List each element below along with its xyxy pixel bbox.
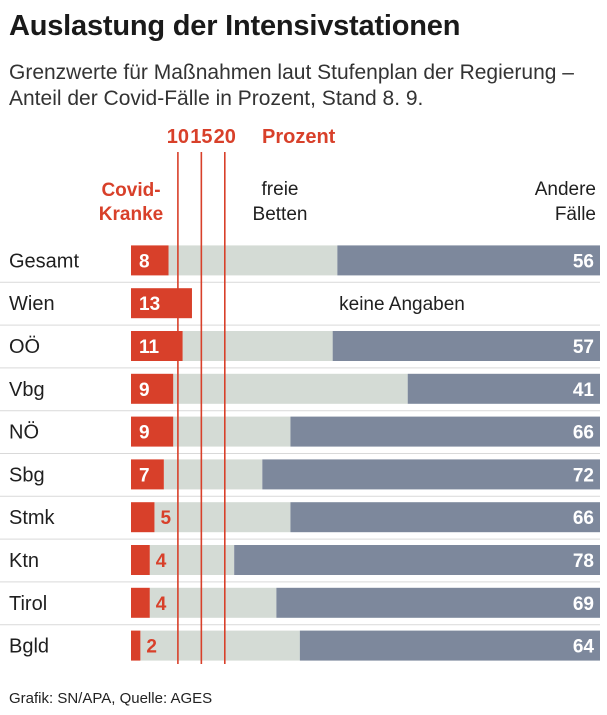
chart-title: Auslastung der Intensivstationen [9, 10, 461, 42]
bar-free-Stmk [154, 502, 291, 533]
bar-free-Ktn [149, 545, 235, 575]
bar-other-Bgld [299, 630, 600, 661]
bar-covid-Bgld [131, 630, 141, 661]
value-other-OÖ: 57 [573, 337, 594, 358]
row-label-Gesamt: Gesamt [9, 250, 79, 272]
row-label-Tirol: Tirol [9, 593, 47, 615]
header-covid-line1: Covid- [101, 180, 160, 201]
bar-free-NÖ [173, 416, 291, 447]
bar-free-Sbg [163, 459, 263, 490]
bar-other-Stmk [290, 502, 600, 533]
bar-covid-NÖ [131, 416, 174, 447]
bar-other-OÖ [332, 331, 600, 361]
source-footer: Grafik: SN/APA, Quelle: AGES [9, 690, 213, 707]
bar-other-Vbg [407, 373, 600, 404]
value-other-Sbg: 72 [573, 465, 594, 486]
row-label-Stmk: Stmk [9, 507, 56, 529]
value-other-Vbg: 41 [573, 380, 595, 401]
threshold-unit-label: Prozent [262, 126, 336, 148]
value-other-Tirol: 69 [573, 594, 594, 615]
bar-covid-Stmk [131, 502, 155, 533]
header-free-line2: Betten [253, 204, 308, 225]
bar-other-Gesamt [337, 245, 600, 276]
header-free-line1: freie [262, 179, 299, 200]
bar-free-Vbg [173, 373, 408, 404]
threshold-label-15: 15 [190, 126, 212, 148]
row-label-Sbg: Sbg [9, 464, 45, 486]
bar-covid-Ktn [131, 545, 150, 575]
header-other-line2: Fälle [555, 204, 596, 225]
value-other-Stmk: 66 [573, 508, 594, 529]
value-covid-OÖ: 11 [139, 337, 160, 358]
bar-other-Tirol [276, 587, 600, 618]
bar-free-OÖ [182, 331, 333, 361]
bar-free-Bgld [140, 630, 300, 661]
value-covid-Bgld: 2 [146, 637, 157, 658]
row-label-Wien: Wien [9, 293, 55, 315]
value-covid-NÖ: 9 [139, 423, 150, 444]
value-other-NÖ: 66 [573, 423, 594, 444]
row-label-Vbg: Vbg [9, 379, 45, 401]
bar-other-NÖ [290, 416, 600, 447]
row-label-NÖ: NÖ [9, 422, 39, 444]
bar-free-Tirol [149, 587, 277, 618]
chart-subtitle: Grenzwerte für Maßnahmen laut Stufenplan… [9, 61, 574, 110]
bar-covid-Gesamt [131, 245, 169, 276]
bar-covid-Vbg [131, 373, 174, 404]
bar-covid-Wien [131, 288, 192, 319]
row-label-OÖ: OÖ [9, 336, 40, 358]
threshold-label-10: 10 [167, 126, 189, 148]
bar-covid-Tirol [131, 587, 150, 618]
value-other-Bgld: 64 [573, 637, 595, 658]
bar-covid-Sbg [131, 459, 164, 490]
value-covid-Vbg: 9 [139, 380, 150, 401]
row-label-Ktn: Ktn [9, 550, 39, 572]
bar-covid-OÖ [131, 331, 183, 361]
value-covid-Stmk: 5 [160, 508, 171, 529]
bar-other-Ktn [234, 545, 600, 575]
header-other-line1: Andere [535, 179, 596, 200]
threshold-label-20: 20 [214, 126, 236, 148]
bar-other-Sbg [262, 459, 600, 490]
value-covid-Tirol: 4 [156, 594, 167, 615]
bar-free-Gesamt [168, 245, 338, 276]
value-other-Gesamt: 56 [573, 251, 594, 272]
value-covid-Ktn: 4 [156, 551, 167, 572]
value-covid-Gesamt: 8 [139, 251, 150, 272]
value-covid-Wien: 13 [139, 294, 160, 315]
header-covid-line2: Kranke [99, 204, 163, 225]
value-other-Ktn: 78 [573, 551, 594, 572]
value-covid-Sbg: 7 [139, 465, 150, 486]
no-data-label: keine Angaben [339, 294, 465, 315]
row-label-Bgld: Bgld [9, 636, 49, 658]
